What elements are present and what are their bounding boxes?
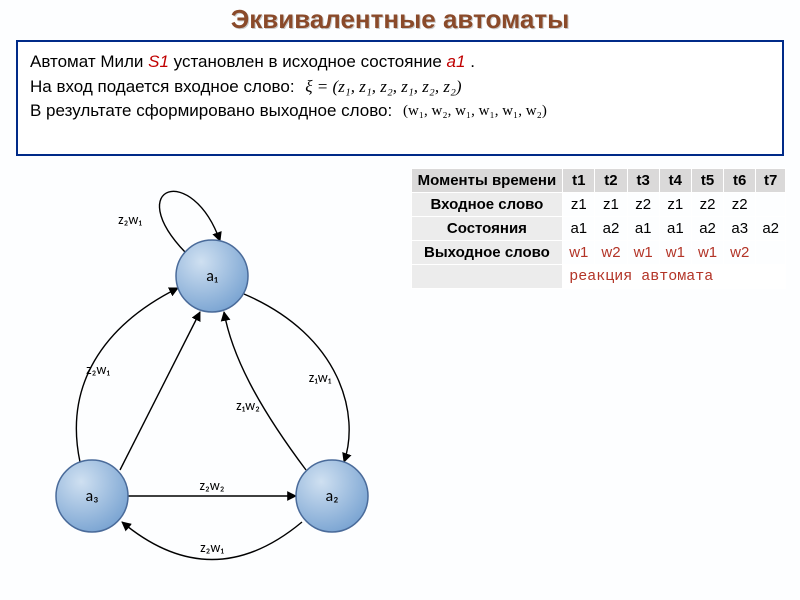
- c: z2: [724, 193, 756, 217]
- desc-s1: S1: [148, 52, 169, 71]
- c: a2: [595, 217, 627, 241]
- hdr-6: t6: [724, 169, 756, 193]
- time-table: Моменты времени t1 t2 t3 t4 t5 t6 t7 Вхо…: [411, 168, 786, 289]
- edge-a3-a1: [120, 312, 200, 470]
- desc-line-1: Автомат Мили S1 установлен в исходное со…: [30, 50, 770, 75]
- table-header-row: Моменты времени t1 t2 t3 t4 t5 t6 t7: [411, 169, 785, 193]
- desc-line-3: В результате сформировано выходное слово…: [30, 99, 770, 124]
- hdr-4: t4: [659, 169, 691, 193]
- hdr-7: t7: [756, 169, 786, 193]
- w-formula: (w₁, w₂, w₁, w₁, w₁, w₂): [403, 101, 547, 123]
- desc-line-2: На вход подается входное слово: ξ = (z₁,…: [30, 75, 770, 100]
- diagram-svg: a₁ a₃ a₂ z₂w₁ z₁w₁ z₂w₁ z₁w₂ z₂w₂ z₂w₁: [12, 176, 432, 596]
- edge-label-a1-a1: z₂w₁: [118, 211, 142, 228]
- c: [756, 241, 786, 265]
- c: z2: [627, 193, 659, 217]
- c: w2: [595, 241, 627, 265]
- row-reaction: реакция автомата: [411, 265, 785, 289]
- node-label-a2: a₂: [325, 487, 338, 506]
- hdr-2: t2: [595, 169, 627, 193]
- c: w2: [724, 241, 756, 265]
- desc-l3: В результате сформировано выходное слово…: [30, 101, 392, 120]
- hdr-0: Моменты времени: [411, 169, 563, 193]
- node-label-a3: a₃: [85, 487, 98, 506]
- page-title: Эквивалентные автоматы: [0, 0, 800, 35]
- c: z1: [595, 193, 627, 217]
- edge-label-a3-a2: z₂w₂: [200, 477, 225, 494]
- c: w1: [563, 241, 595, 265]
- description-box: Автомат Мили S1 установлен в исходное со…: [16, 40, 784, 156]
- c: a1: [659, 217, 691, 241]
- reaction-text: реакция автомата: [563, 265, 786, 289]
- c: z1: [659, 193, 691, 217]
- c: [756, 193, 786, 217]
- rlbl-out: Выходное слово: [411, 241, 563, 265]
- desc-l2: На вход подается входное слово:: [30, 77, 295, 96]
- edge-label-a2-a1: z₁w₂: [236, 397, 260, 414]
- c: a3: [724, 217, 756, 241]
- hdr-5: t5: [691, 169, 723, 193]
- edge-label-a1-a2: z₁w₁: [309, 369, 332, 386]
- c: a2: [756, 217, 786, 241]
- edge-label-a2-a3: z₂w₁: [200, 539, 224, 556]
- row-input: Входное слово z1 z1 z2 z1 z2 z2: [411, 193, 785, 217]
- xi-formula: ξ = (z₁, z₁, z₂, z₁, z₂, z₂): [305, 75, 461, 100]
- node-label-a1: a₁: [206, 267, 218, 286]
- hdr-3: t3: [627, 169, 659, 193]
- row-state: Состояния a1 a2 a1 a1 a2 a3 a2: [411, 217, 785, 241]
- c: a1: [627, 217, 659, 241]
- edge-label-a1-a3: z₂w₁: [86, 361, 110, 378]
- time-table-wrap: Моменты времени t1 t2 t3 t4 t5 t6 t7 Вхо…: [411, 168, 786, 289]
- rlbl-state: Состояния: [411, 217, 563, 241]
- row-output: Выходное слово w1 w2 w1 w1 w1 w2: [411, 241, 785, 265]
- desc-l1-mid: установлен в исходное состояние: [174, 52, 447, 71]
- hdr-1: t1: [563, 169, 595, 193]
- edge-a1-a2: [244, 294, 349, 462]
- rlbl-input: Входное слово: [411, 193, 563, 217]
- automaton-diagram: a₁ a₃ a₂ z₂w₁ z₁w₁ z₂w₁ z₁w₂ z₂w₂ z₂w₁: [12, 176, 432, 596]
- desc-l1-pre: Автомат Мили: [30, 52, 148, 71]
- c: a2: [691, 217, 723, 241]
- c: z2: [691, 193, 723, 217]
- c: w1: [627, 241, 659, 265]
- c: w1: [691, 241, 723, 265]
- c: a1: [563, 217, 595, 241]
- c: w1: [659, 241, 691, 265]
- edge-a2-a1: [224, 312, 306, 470]
- desc-l1-post: .: [470, 52, 475, 71]
- desc-a1: a1: [447, 52, 466, 71]
- c: z1: [563, 193, 595, 217]
